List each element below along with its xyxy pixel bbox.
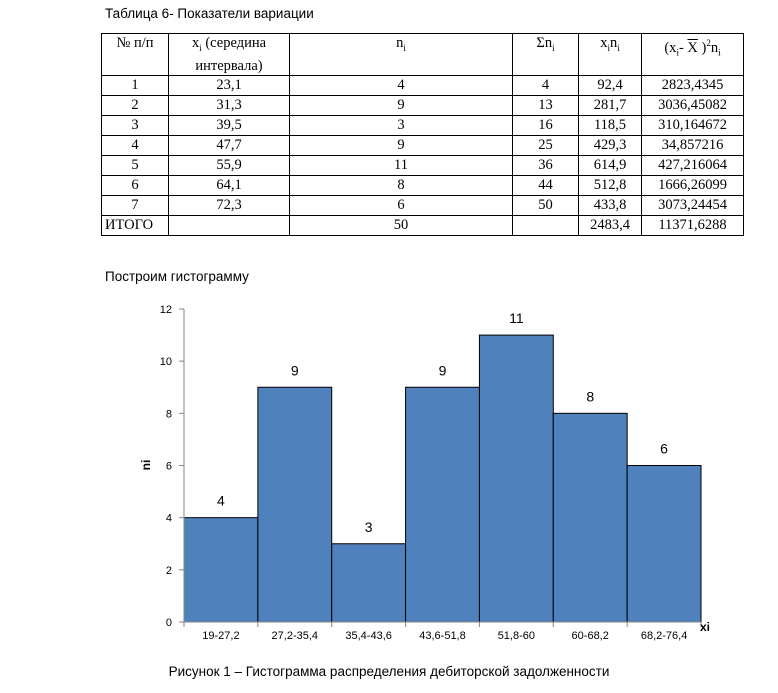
x-tick-label: 19-27,2 bbox=[202, 630, 239, 642]
y-tick-label: 12 bbox=[160, 304, 172, 316]
histogram-bar bbox=[257, 386, 333, 623]
bar-data-label: 9 bbox=[291, 362, 299, 378]
cell-deviation: 427,216064 bbox=[641, 154, 744, 176]
histogram-bar bbox=[405, 386, 480, 623]
table-total-row: ИТОГО 50 2483,4 11371,6288 bbox=[101, 214, 744, 236]
header-dev-xsub: i bbox=[676, 47, 679, 58]
table-header-row: № п/п xi (середина интервала) ni Σni xin… bbox=[101, 33, 744, 76]
header-cumsum-sub: i bbox=[552, 42, 555, 53]
x-axis-title: xi bbox=[700, 620, 710, 634]
total-deviation: 11371,6288 bbox=[641, 214, 744, 236]
bar-data-label: 4 bbox=[217, 493, 225, 509]
y-axis-title: ni bbox=[139, 460, 153, 471]
bar-data-label: 11 bbox=[509, 310, 524, 326]
x-tick-label: 43,6-51,8 bbox=[419, 630, 465, 642]
header-x: xi (середина интервала) bbox=[168, 33, 290, 76]
table-caption: Таблица 6- Показатели вариации bbox=[105, 6, 314, 21]
header-dev-n: n bbox=[710, 39, 719, 56]
header-n: ni bbox=[289, 33, 513, 76]
header-n-sub: i bbox=[403, 42, 406, 53]
x-tick-label: 35,4-43,6 bbox=[345, 630, 391, 642]
x-tick-label: 60-68,2 bbox=[572, 630, 609, 642]
header-deviation: (xi- X )2ni bbox=[641, 33, 744, 76]
header-dev-mid: - bbox=[678, 39, 688, 56]
cell-x: 55,9 bbox=[168, 154, 290, 176]
header-x-sub: i bbox=[199, 42, 202, 53]
bar-data-label: 3 bbox=[365, 519, 373, 535]
total-n: 50 bbox=[289, 214, 513, 236]
total-label: ИТОГО bbox=[101, 214, 169, 236]
header-n-symbol: n bbox=[396, 35, 404, 51]
cell-deviation: 3036,45082 bbox=[641, 94, 744, 116]
bar-data-label: 9 bbox=[439, 362, 447, 378]
table-row: 4 47,7 9 25 429,3 34,857216 bbox=[101, 134, 744, 156]
header-cumsum-symbol: Σn bbox=[536, 35, 553, 51]
header-dev-close: ) bbox=[697, 39, 707, 56]
header-xn-n: n bbox=[610, 35, 618, 51]
header-dev-sup: 2 bbox=[706, 38, 711, 48]
y-tick-label: 2 bbox=[166, 565, 172, 577]
header-xn-nsub: i bbox=[617, 42, 620, 53]
header-dev-open: (x bbox=[664, 39, 677, 56]
histogram-bar bbox=[626, 465, 702, 623]
cell-x: 31,3 bbox=[168, 94, 290, 116]
header-xn-xsub: i bbox=[607, 42, 610, 53]
x-tick-label: 27,2-35,4 bbox=[272, 630, 318, 642]
y-tick-label: 10 bbox=[160, 356, 172, 368]
bar-data-label: 8 bbox=[586, 388, 594, 404]
table-row: 2 31,3 9 13 281,7 3036,45082 bbox=[101, 94, 744, 116]
cell-xn: 433,8 bbox=[578, 194, 642, 216]
header-x-desc: (середина интервала) bbox=[195, 35, 267, 74]
histogram-bar bbox=[183, 517, 259, 623]
header-xn: xini bbox=[578, 33, 642, 76]
variation-table: № п/п xi (середина интервала) ni Σni xin… bbox=[101, 33, 744, 236]
table-row: 1 23,1 4 4 92,4 2823,4345 bbox=[101, 74, 744, 96]
bar-data-label: 6 bbox=[660, 441, 668, 457]
cell-deviation: 2823,4345 bbox=[641, 74, 744, 96]
histogram-bar bbox=[552, 412, 628, 623]
intro-text: Построим гистограмму bbox=[105, 269, 249, 284]
figure-caption: Рисунок 1 – Гистограмма распределения де… bbox=[168, 664, 610, 679]
y-tick-label: 6 bbox=[166, 461, 172, 473]
header-num: № п/п bbox=[101, 33, 169, 76]
x-tick-label: 51,8-60 bbox=[498, 630, 535, 642]
cell-xn: 512,8 bbox=[578, 174, 642, 196]
cell-xn: 92,4 bbox=[578, 74, 642, 96]
total-xn: 2483,4 bbox=[578, 214, 642, 236]
header-x-symbol: x bbox=[191, 35, 200, 51]
header-xn-x: x bbox=[600, 35, 608, 51]
histogram-bar bbox=[478, 334, 554, 623]
cell-xn: 614,9 bbox=[578, 154, 642, 176]
histogram-bar bbox=[331, 543, 407, 623]
header-dev-nsub: i bbox=[718, 47, 721, 58]
table-row: 6 64,1 8 44 512,8 1666,26099 bbox=[101, 174, 744, 196]
y-tick-label: 8 bbox=[166, 408, 172, 420]
y-tick-label: 0 bbox=[166, 617, 172, 629]
header-dev-xbar: X bbox=[687, 39, 698, 56]
x-tick-label: 68,2-76,4 bbox=[641, 630, 687, 642]
y-tick-label: 4 bbox=[166, 513, 172, 525]
